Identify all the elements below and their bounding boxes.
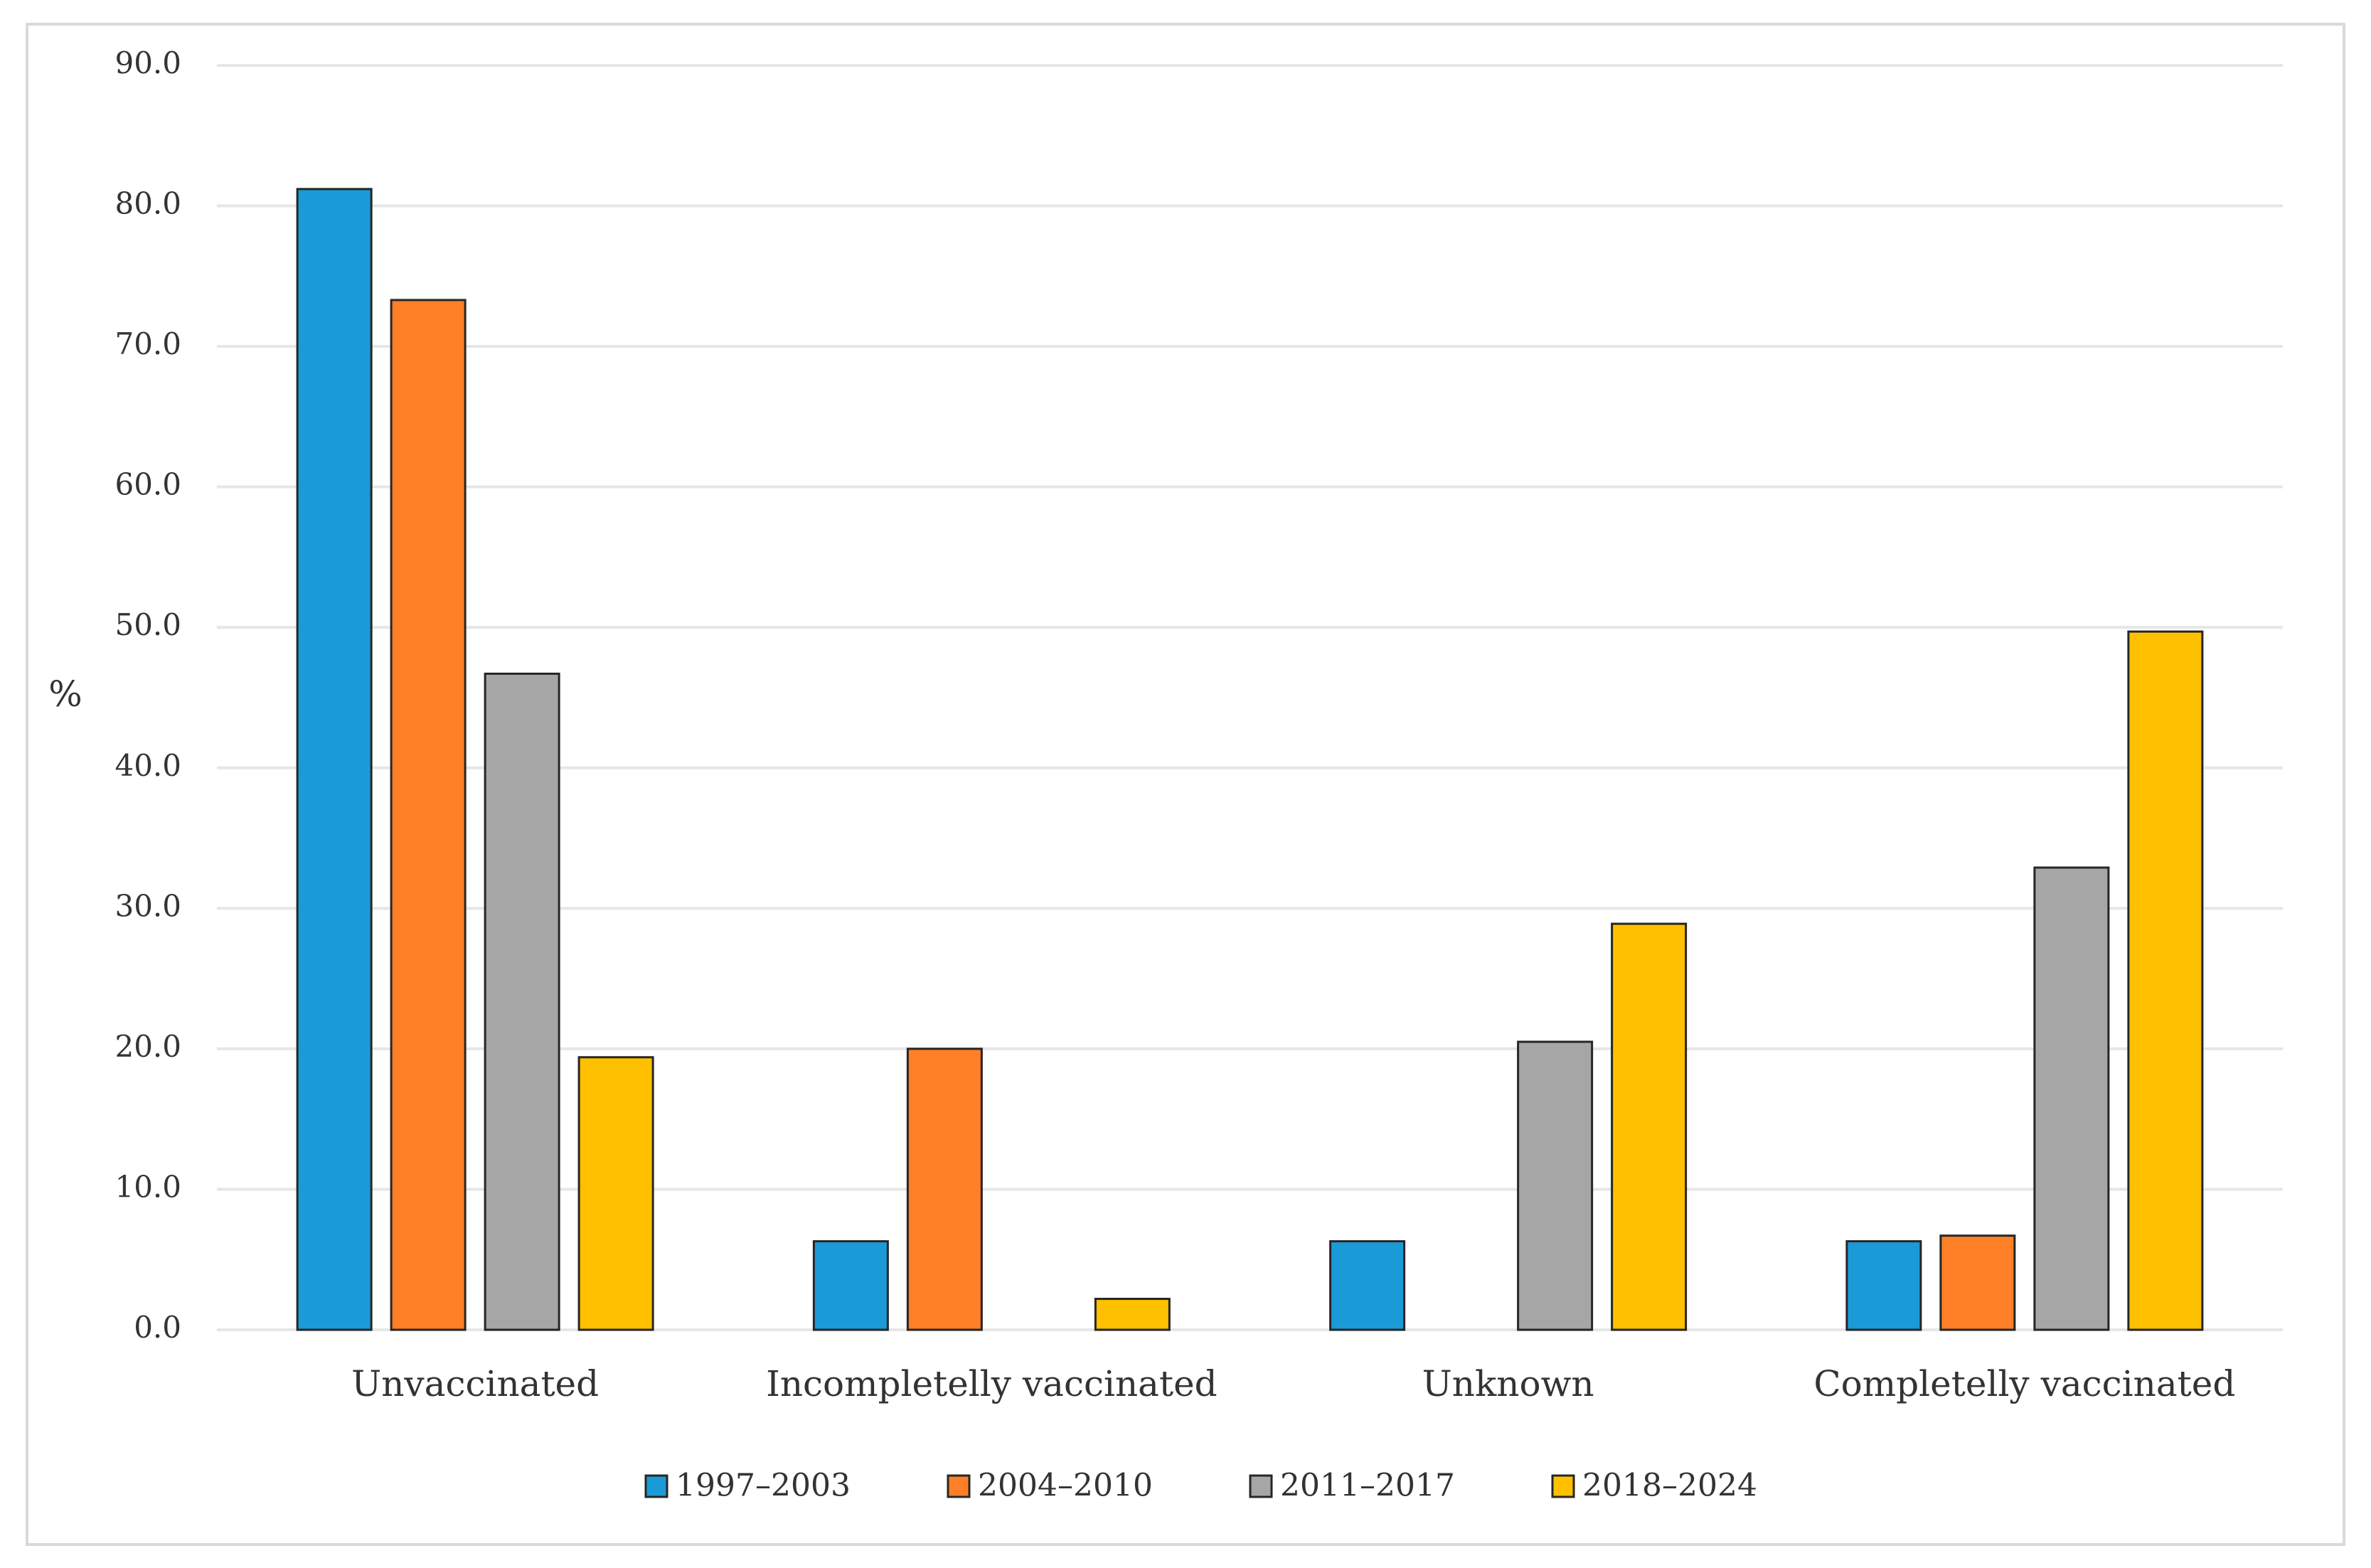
legend-label-0: 1997–2003 <box>676 1468 851 1504</box>
y-tick-label: 30.0 <box>114 888 181 923</box>
x-tick-label: Unvaccinated <box>351 1363 599 1404</box>
bar-0-2 <box>484 672 560 1331</box>
bar-3-0 <box>1845 1240 1922 1331</box>
bars <box>296 188 2204 1331</box>
y-tick-label: 60.0 <box>114 467 181 502</box>
bar-3-1 <box>1939 1234 2016 1331</box>
legend-label-2: 2011–2017 <box>1280 1468 1455 1504</box>
legend-label-1: 2004–2010 <box>978 1468 1153 1504</box>
legend-swatch-3 <box>1551 1474 1575 1498</box>
bar-3-2 <box>2033 866 2110 1331</box>
y-tick-label: 10.0 <box>114 1169 181 1204</box>
x-axis-ticks: Unvaccinated Incompletelly vaccinated Unkn… <box>351 1363 2235 1404</box>
legend-swatch-1 <box>947 1474 971 1498</box>
legend-label-3: 2018–2024 <box>1582 1468 1757 1504</box>
bar-3-3 <box>2127 630 2204 1331</box>
y-tick-label: 50.0 <box>114 607 181 642</box>
y-tick-label: 80.0 <box>114 186 181 221</box>
x-tick-label: Completelly vaccinated <box>1813 1363 2235 1404</box>
bar-0-3 <box>577 1056 654 1331</box>
legend: 1997–2003 2004–2010 2011–2017 2018–2024 <box>644 1468 1757 1504</box>
y-tick-label: 40.0 <box>114 748 181 783</box>
bar-1-3 <box>1094 1298 1171 1331</box>
bar-1-0 <box>812 1240 889 1331</box>
gridlines <box>217 64 2283 1331</box>
y-tick-label: 0.0 <box>134 1310 181 1345</box>
y-axis-label: % <box>48 673 82 715</box>
y-tick-label: 20.0 <box>114 1029 181 1064</box>
bar-0-0 <box>296 188 373 1331</box>
bar-1-1 <box>906 1047 983 1331</box>
legend-swatch-2 <box>1249 1474 1273 1498</box>
y-tick-label: 90.0 <box>114 46 181 80</box>
x-tick-label: Incompletelly vaccinated <box>766 1363 1218 1404</box>
legend-swatch-0 <box>644 1474 668 1498</box>
bar-2-3 <box>1611 922 1688 1331</box>
y-tick-label: 70.0 <box>114 326 181 361</box>
y-axis-ticks: 0.0 10.0 20.0 30.0 40.0 50.0 60.0 70.0 80.0 90.0 <box>114 46 181 1345</box>
bar-2-0 <box>1329 1240 1406 1331</box>
bar-2-2 <box>1517 1040 1594 1331</box>
bar-0-1 <box>390 299 467 1331</box>
x-tick-label: Unknown <box>1422 1363 1594 1404</box>
